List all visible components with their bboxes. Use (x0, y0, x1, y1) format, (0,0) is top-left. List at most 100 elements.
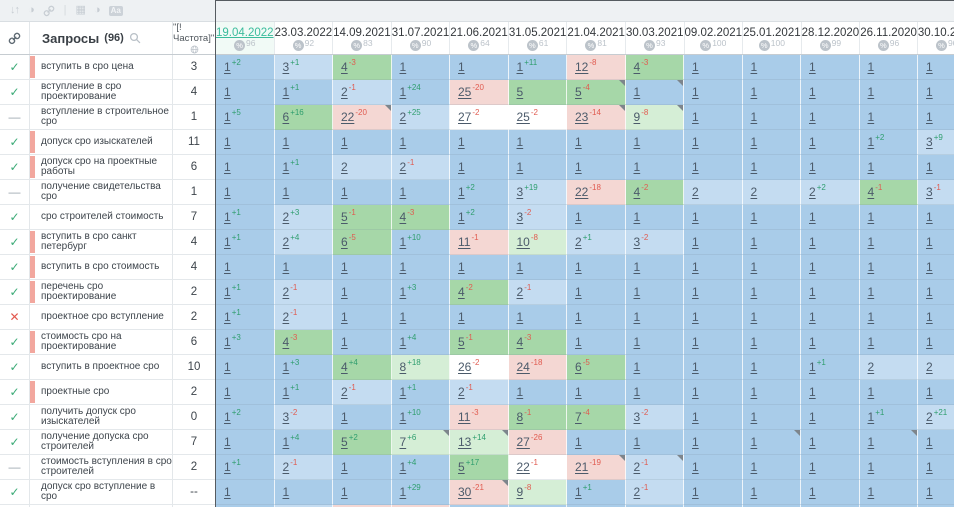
position-cell[interactable] (859, 505, 918, 507)
position-cell[interactable]: 1 (742, 230, 801, 255)
position-cell[interactable]: 1 (625, 380, 684, 405)
position-cell[interactable]: 4 -3 (391, 205, 450, 230)
position-cell[interactable]: 1 (216, 155, 275, 180)
position-cell[interactable]: 1 (567, 330, 626, 355)
position-cell[interactable]: 1 (742, 455, 801, 480)
position-cell[interactable]: 1 (859, 155, 918, 180)
status-check-icon[interactable]: ✓ (9, 435, 20, 449)
position-cell[interactable]: 1 (216, 130, 275, 155)
date-column-header[interactable]: 21.06.2021% 64 (450, 22, 509, 54)
date-column-header[interactable]: 30.10.2020%96 (918, 22, 954, 54)
position-cell[interactable]: 1 (684, 455, 743, 480)
position-cell[interactable]: 2 -1 (625, 455, 684, 480)
position-cell[interactable]: 1 +1 (274, 80, 333, 105)
position-cell[interactable]: 1 (567, 305, 626, 330)
position-cell[interactable]: 1 +1 (216, 230, 275, 255)
position-cell[interactable]: 1 (918, 280, 954, 305)
query-cell[interactable]: получение свидетельства сро (30, 180, 173, 204)
position-cell[interactable]: 4 -2 (450, 280, 509, 305)
position-cell[interactable]: 1 (859, 255, 918, 280)
position-cell[interactable]: 1 (684, 205, 743, 230)
frequency-header[interactable]: "[!Частота]" (173, 22, 215, 54)
position-cell[interactable] (801, 505, 860, 507)
position-cell[interactable]: 1 (801, 280, 860, 305)
position-cell[interactable]: 1 (274, 480, 333, 505)
position-cell[interactable]: 3 -2 (625, 405, 684, 430)
position-cell[interactable]: 1 (859, 230, 918, 255)
queries-header[interactable]: Запросы (96) (30, 22, 173, 54)
position-cell[interactable] (274, 505, 333, 507)
query-cell[interactable]: допуск сро вступление в сро (30, 480, 173, 504)
date-column-header[interactable]: 14.09.2021% 83 (333, 22, 392, 54)
position-cell[interactable]: 2 -1 (333, 380, 392, 405)
position-cell[interactable]: 11 -3 (450, 405, 509, 430)
position-cell[interactable]: 1 (625, 155, 684, 180)
link-column-header[interactable] (0, 22, 30, 54)
position-cell[interactable]: 1 (859, 380, 918, 405)
query-cell[interactable]: вступить в сро стоимость (30, 255, 173, 279)
position-cell[interactable]: 1 +2 (216, 55, 275, 80)
position-cell[interactable]: 1 (274, 180, 333, 205)
position-cell[interactable]: 4 -2 (625, 180, 684, 205)
position-cell[interactable]: 1 (801, 480, 860, 505)
position-cell[interactable]: 1 (801, 80, 860, 105)
position-cell[interactable]: 1 (801, 155, 860, 180)
position-cell[interactable]: 1 (625, 130, 684, 155)
position-cell[interactable]: 1 (625, 305, 684, 330)
status-check-icon[interactable]: ✓ (9, 210, 20, 224)
position-cell[interactable]: 1 (450, 305, 509, 330)
position-cell[interactable]: 1 (801, 255, 860, 280)
position-cell[interactable]: 1 (508, 380, 567, 405)
position-cell[interactable] (450, 505, 509, 507)
position-cell[interactable]: 2 +4 (274, 230, 333, 255)
position-cell[interactable]: 1 (859, 305, 918, 330)
position-cell[interactable]: 1 (918, 105, 954, 130)
status-check-icon[interactable]: ✓ (9, 160, 20, 174)
position-cell[interactable]: 1 (333, 305, 392, 330)
position-cell[interactable]: 1 (333, 330, 392, 355)
position-cell[interactable]: 3 -1 (918, 180, 954, 205)
position-cell[interactable]: 1 (625, 430, 684, 455)
position-cell[interactable]: 1 (508, 305, 567, 330)
position-cell[interactable]: 1 (684, 55, 743, 80)
position-cell[interactable]: 1 (801, 330, 860, 355)
position-cell[interactable]: 1 (567, 280, 626, 305)
position-cell[interactable]: 1 +29 (391, 480, 450, 505)
position-cell[interactable]: 1 +10 (391, 230, 450, 255)
status-check-icon[interactable]: ✓ (9, 235, 20, 249)
position-cell[interactable]: 22 -1 (508, 455, 567, 480)
position-cell[interactable]: 1 (684, 430, 743, 455)
position-cell[interactable]: 1 (333, 180, 392, 205)
position-cell[interactable]: 2 +2 (801, 180, 860, 205)
date-column-header[interactable]: 28.12.2020% 99 (802, 22, 861, 54)
position-cell[interactable]: 1 (742, 255, 801, 280)
position-cell[interactable]: 22 -20 (333, 105, 392, 130)
position-cell[interactable]: 1 (859, 280, 918, 305)
position-cell[interactable]: 1 (567, 430, 626, 455)
position-cell[interactable]: 22 -18 (567, 180, 626, 205)
position-cell[interactable]: 1 +2 (216, 405, 275, 430)
position-cell[interactable]: 1 (274, 130, 333, 155)
query-cell[interactable]: допуск сро на проектные работы (30, 155, 173, 179)
position-cell[interactable]: 1 (859, 330, 918, 355)
position-cell[interactable]: 1 (450, 55, 509, 80)
status-check-icon[interactable]: ✓ (9, 285, 20, 299)
position-cell[interactable]: 4 -3 (625, 55, 684, 80)
position-cell[interactable]: 10 -8 (508, 230, 567, 255)
save-icon[interactable]: ▦ (75, 4, 86, 16)
position-cell[interactable]: 1 (742, 480, 801, 505)
position-cell[interactable]: 27 -26 (508, 430, 567, 455)
position-cell[interactable]: 13 +14 (450, 430, 509, 455)
position-cell[interactable]: 5 (508, 80, 567, 105)
position-cell[interactable]: 1 (567, 255, 626, 280)
position-cell[interactable]: 1 +3 (391, 280, 450, 305)
status-cross-icon[interactable]: ✕ (9, 310, 20, 324)
status-check-icon[interactable]: ✓ (9, 485, 20, 499)
position-cell[interactable]: 1 (216, 430, 275, 455)
position-cell[interactable]: 1 +2 (859, 130, 918, 155)
status-check-icon[interactable]: ✓ (9, 260, 20, 274)
date-column-header[interactable]: 23.03.2022% 92 (275, 22, 334, 54)
position-cell[interactable]: 1 (859, 105, 918, 130)
date-column-header[interactable]: 30.03.2021% 93 (626, 22, 685, 54)
link-icon[interactable] (43, 5, 55, 17)
